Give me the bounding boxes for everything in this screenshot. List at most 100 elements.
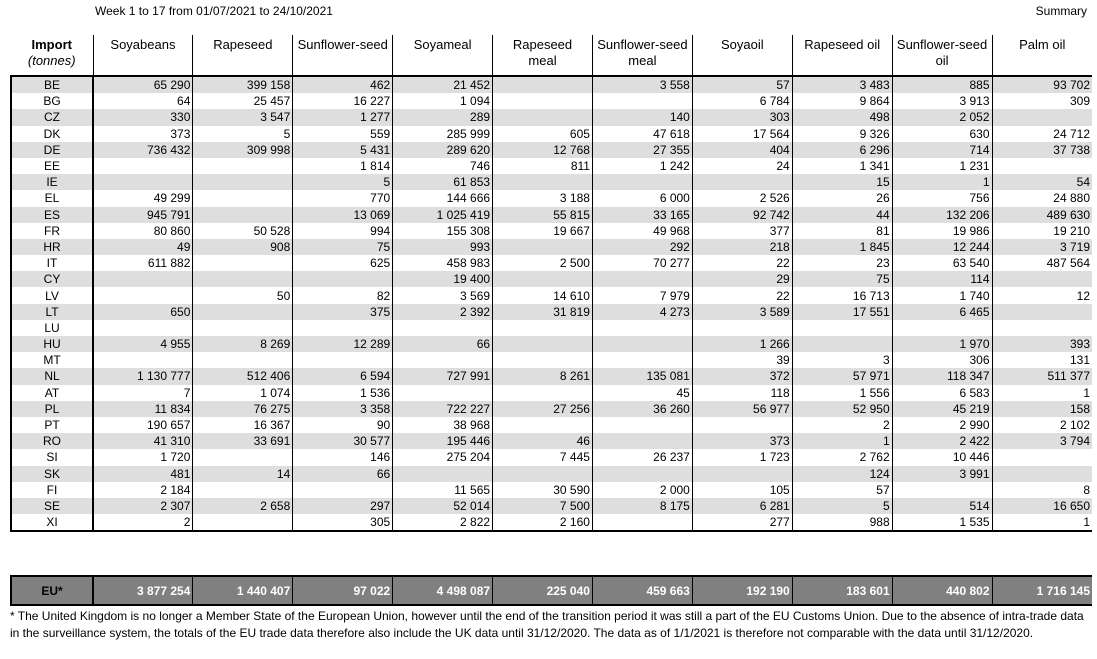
cell: 36 260 [591,400,693,417]
cell: 22 [691,287,793,304]
column-header: Soyaoil [691,35,793,76]
cell: 6 000 [591,190,693,207]
row: PL 11 834 76 275 3 358 722 227 27 256 36 260 56… [10,400,1092,417]
cell: 2 [791,416,893,434]
cell: 1 535 [891,514,993,533]
cell [691,465,793,482]
cell: 30 577 [292,433,393,450]
period: Week 1 to 17 from 01/07/2021 to 24/10/20… [95,4,333,18]
cell: 375 [292,303,393,320]
cell [192,319,293,336]
cell: 7 500 [492,497,593,515]
cell [292,352,393,369]
cell: 1 025 419 [392,206,493,223]
cell: 2 822 [392,514,493,533]
cell: 2 500 [492,255,593,272]
row: DK 373 5 559 285 999 605 47 618 17 564 9 326 630 2… [10,125,1092,142]
cell [591,514,693,533]
cell [192,174,293,191]
cell: 372 [691,368,793,385]
cell: 50 528 [192,222,293,239]
cell: 27 355 [591,141,693,158]
cell: 988 [791,514,893,533]
cell: 9 326 [791,125,893,142]
cell: 49 [92,238,193,256]
cell [891,481,993,498]
cell: 3 483 [791,74,893,94]
cell: 285 999 [392,125,493,142]
cell [691,319,793,336]
cell: 75 [791,271,893,288]
cell [591,465,693,482]
cell: 132 206 [891,206,993,223]
cell: 55 815 [492,206,593,223]
cell: 41 310 [92,433,193,450]
cell: 140 [591,109,693,126]
cell: 4 273 [591,303,693,320]
cell: 514 [891,497,993,515]
cell: 25 457 [192,93,293,110]
cell: 124 [791,465,893,482]
cell [192,514,293,533]
cell [991,465,1092,482]
cell: 2 658 [192,497,293,515]
row: XI 2 305 2 822 2 160 277 988 1 535 1 [10,514,1092,533]
cell: 5 [292,174,393,191]
row: LU [10,319,1092,336]
cell: 811 [492,157,593,175]
cell: 26 237 [591,449,693,466]
cell: 37 738 [991,141,1092,158]
cell: 945 791 [92,206,193,223]
row: AT 7 1 074 1 536 45 118 1 556 6 583 1 [10,384,1092,401]
cell: 7 445 [492,449,593,466]
row-label: BG [10,93,94,110]
cell: 487 564 [991,255,1092,272]
cell: 6 281 [691,497,793,515]
row: SK 481 14 66 124 3 991 [10,465,1092,482]
cell [392,465,493,482]
row-label: FR [10,222,94,239]
cell: 1 740 [891,287,993,304]
cell: 61 853 [392,174,493,191]
cell: 306 [891,352,993,369]
cell [492,352,593,369]
cell [791,336,893,353]
cell: 373 [92,125,193,142]
cell: 2 [92,514,193,533]
column-header: Soyameal [392,35,493,76]
column-header: Palm oil [991,35,1092,76]
cell: 218 [691,238,793,256]
cell: 481 [92,465,193,482]
cell: 146 [292,449,393,466]
cell: 29 [691,271,793,288]
cell [991,157,1092,175]
cell: 559 [292,125,393,142]
cell: 158 [991,400,1092,417]
cell [392,352,493,369]
cell: 23 [791,255,893,272]
cell: 27 256 [492,400,593,417]
row: CY 19 400 29 75 114 [10,271,1092,288]
cell: 1 [891,174,993,191]
row-label: SK [10,465,94,482]
cell: 511 377 [991,368,1092,385]
cell [492,384,593,401]
cell [192,190,293,207]
cell: 49 299 [92,190,193,207]
cell: 393 [991,336,1092,353]
cell: 8 269 [192,336,293,353]
cell: 17 551 [791,303,893,320]
cell: 3 719 [991,238,1092,256]
cell: 303 [691,109,793,126]
cell: 6 594 [292,368,393,385]
cell [591,336,693,353]
column-header: Rapeseed [192,35,293,76]
cell: 611 882 [92,255,193,272]
cell: 330 [92,109,193,126]
cell: 47 618 [591,125,693,142]
cell: 1 341 [791,157,893,175]
cell [991,449,1092,466]
cell: 38 968 [392,416,493,434]
cell: 52 950 [791,400,893,417]
